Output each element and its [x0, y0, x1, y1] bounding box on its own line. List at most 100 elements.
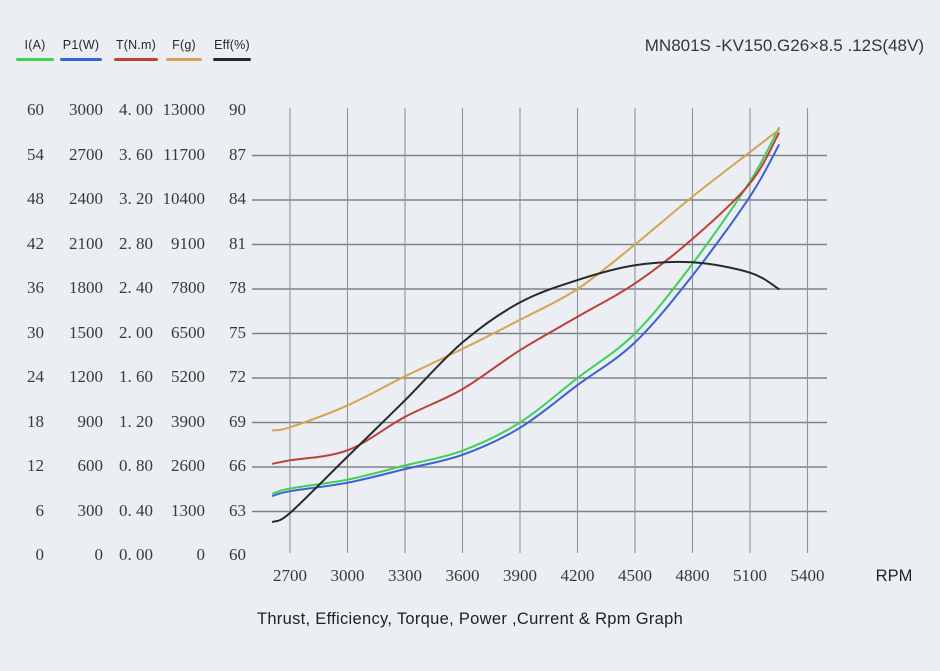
curve-eff: [271, 260, 780, 523]
axis-value-t: 2. 80: [119, 233, 153, 253]
legend-color-bar: [213, 58, 251, 61]
axis-value-t: 0. 00: [119, 545, 153, 564]
curve-ia: [271, 127, 780, 495]
axis-value-t: 1. 60: [119, 367, 153, 386]
axis-value-p1: 1800: [69, 278, 103, 297]
axis-value-i: 6: [35, 500, 45, 520]
axis-value-i: 48: [27, 189, 44, 208]
axis-value-f: 1300: [171, 500, 205, 520]
legend-color-bar: [114, 58, 158, 61]
axis-value-f: 11700: [163, 144, 205, 164]
axis-label-row: 12 600 0. 80 2600 66: [0, 456, 250, 478]
axis-value-p1: 3000: [69, 100, 103, 119]
axis-value-t: 2. 00: [119, 322, 153, 342]
axis-value-i: 60: [27, 100, 44, 119]
axis-value-t: 3. 60: [119, 144, 153, 164]
x-tick-label-3900: 3900: [503, 566, 537, 585]
axis-value-eff: 81: [229, 233, 246, 253]
axis-value-i: 18: [27, 411, 44, 431]
axis-value-t: 0. 40: [119, 500, 153, 520]
axis-value-p1: 300: [77, 500, 104, 520]
x-axis-unit-label: RPM: [875, 567, 913, 585]
axis-value-p1: 2400: [69, 189, 103, 208]
axis-value-t: 3. 20: [119, 189, 153, 208]
axis-value-eff: 63: [229, 500, 246, 520]
x-tick-label-2700: 2700: [273, 566, 307, 585]
axis-value-i: 42: [27, 233, 44, 253]
axis-value-i: 0: [35, 545, 45, 564]
legend-label: Eff(%): [214, 38, 250, 52]
x-tick-label-5100: 5100: [733, 566, 767, 585]
axis-label-row: 0 0 0. 00 0 60: [0, 545, 250, 567]
legend-label: F(g): [172, 38, 196, 52]
axis-value-f: 3900: [171, 411, 205, 431]
axis-value-t: 0. 80: [119, 456, 153, 475]
axis-value-eff: 84: [229, 189, 246, 208]
axis-value-f: 13000: [162, 100, 206, 119]
axis-value-eff: 78: [229, 278, 246, 297]
x-tick-label-3600: 3600: [445, 566, 480, 585]
axis-label-row: 30 1500 2. 00 6500 75: [0, 323, 250, 345]
axis-value-eff: 69: [229, 411, 246, 431]
axis-label-row: 24 1200 1. 60 5200 72: [0, 367, 250, 389]
chart-title: MN801S -KV150.G26×8.5 .12S(48V): [644, 36, 924, 55]
curve-tnm: [271, 132, 780, 465]
axis-value-i: 12: [27, 456, 44, 475]
curve-p1w: [271, 144, 780, 497]
axis-value-eff: 60: [229, 545, 246, 564]
axis-value-p1: 2700: [69, 144, 103, 164]
legend-color-bar: [166, 58, 202, 61]
x-tick-label-3000: 3000: [330, 566, 365, 585]
axis-value-f: 6500: [171, 322, 205, 342]
axis-value-f: 0: [196, 545, 206, 564]
axis-value-i: 54: [27, 144, 44, 164]
axis-label-row: 60 3000 4. 00 13000 90: [0, 100, 250, 122]
axis-label-row: 18 900 1. 20 3900 69: [0, 412, 250, 434]
axis-value-f: 7800: [171, 278, 205, 297]
x-tick-label-3300: 3300: [388, 566, 422, 585]
axis-value-p1: 900: [77, 411, 104, 431]
curve-fg: [271, 128, 780, 432]
legend-item-ia: I(A): [16, 38, 54, 61]
legend-color-bar: [16, 58, 54, 61]
legend-label: T(N.m): [115, 38, 157, 52]
axis-value-i: 24: [27, 367, 44, 386]
axis-value-f: 2600: [171, 456, 205, 475]
x-tick-label-5400: 5400: [790, 566, 825, 585]
axis-value-f: 5200: [171, 367, 205, 386]
axis-value-p1: 1200: [69, 367, 103, 386]
axis-value-eff: 87: [229, 144, 246, 164]
legend-label: P1(W): [62, 38, 100, 52]
legend-item-p1w: P1(W): [60, 38, 102, 61]
x-tick-label-4800: 4800: [675, 566, 710, 585]
data-curves: [271, 127, 780, 523]
axis-label-row: 48 2400 3. 20 10400 84: [0, 189, 250, 211]
axis-label-row: 42 2100 2. 80 9100 81: [0, 234, 250, 256]
axis-value-p1: 600: [77, 456, 104, 475]
axis-value-eff: 90: [229, 100, 246, 119]
axis-value-i: 30: [27, 322, 44, 342]
axis-value-f: 9100: [171, 233, 205, 253]
legend-label: I(A): [24, 38, 46, 52]
axis-label-row: 6 300 0. 40 1300 63: [0, 501, 250, 523]
axis-value-t: 2. 40: [119, 278, 153, 297]
axis-value-p1: 0: [94, 545, 104, 564]
grid-lines: [252, 108, 827, 553]
legend-item-tnm: T(N.m): [114, 38, 158, 61]
chart-caption: Thrust, Efficiency, Torque, Power ,Curre…: [256, 610, 684, 628]
axis-value-eff: 72: [229, 367, 246, 386]
axis-value-p1: 1500: [69, 322, 103, 342]
x-tick-label-4500: 4500: [618, 566, 652, 585]
axis-value-i: 36: [27, 278, 44, 297]
legend-color-bar: [60, 58, 102, 61]
axis-value-p1: 2100: [69, 233, 103, 253]
axis-value-t: 4. 00: [119, 100, 153, 119]
axis-label-row: 36 1800 2. 40 7800 78: [0, 278, 250, 300]
axis-value-eff: 75: [229, 322, 246, 342]
legend-item-eff: Eff(%): [213, 38, 251, 61]
axis-value-f: 10400: [162, 189, 206, 208]
axis-value-eff: 66: [229, 456, 246, 475]
axis-value-t: 1. 20: [119, 411, 153, 431]
